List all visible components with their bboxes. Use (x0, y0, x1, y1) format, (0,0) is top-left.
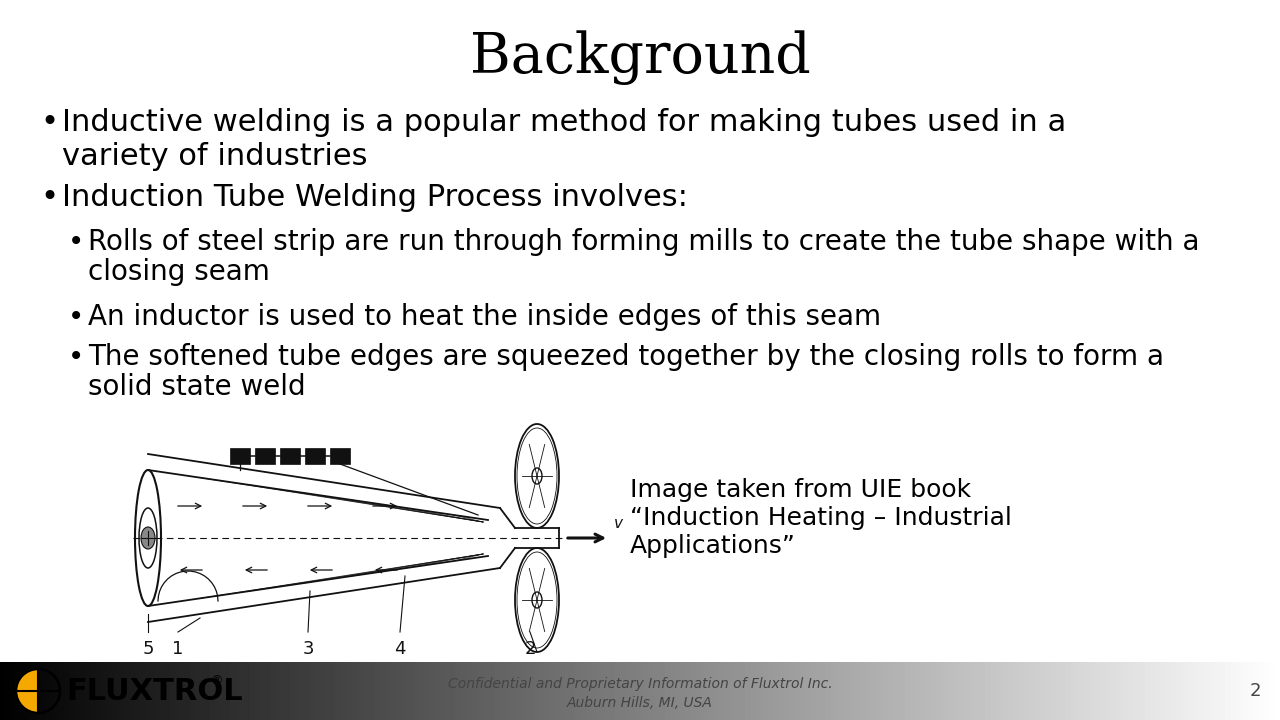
Text: •: • (68, 228, 84, 256)
Text: “Induction Heating – Industrial: “Induction Heating – Industrial (630, 506, 1012, 530)
Bar (255, 448, 275, 464)
Text: •: • (40, 183, 58, 212)
Text: 1: 1 (173, 640, 184, 658)
Text: Rolls of steel strip are run through forming mills to create the tube shape with: Rolls of steel strip are run through for… (88, 228, 1199, 256)
Text: •: • (68, 303, 84, 331)
Text: closing seam: closing seam (88, 258, 270, 286)
Text: Inductive welding is a popular method for making tubes used in a: Inductive welding is a popular method fo… (61, 108, 1066, 137)
Text: Confidential and Proprietary Information of Fluxtrol Inc.: Confidential and Proprietary Information… (448, 677, 832, 691)
Text: FLUXTROL: FLUXTROL (67, 677, 243, 706)
Text: Applications”: Applications” (630, 534, 796, 558)
Text: 2: 2 (525, 640, 536, 658)
Text: •: • (40, 108, 58, 137)
Text: Auburn Hills, MI, USA: Auburn Hills, MI, USA (567, 696, 713, 710)
Text: 4: 4 (394, 640, 406, 658)
Bar (330, 448, 349, 464)
Text: 5: 5 (142, 640, 154, 658)
Text: ®: ® (210, 675, 223, 688)
Bar (280, 448, 300, 464)
Text: v: v (614, 516, 623, 531)
Text: Induction Tube Welding Process involves:: Induction Tube Welding Process involves: (61, 183, 687, 212)
Bar (305, 448, 325, 464)
Text: An inductor is used to heat the inside edges of this seam: An inductor is used to heat the inside e… (88, 303, 881, 331)
Text: variety of industries: variety of industries (61, 142, 367, 171)
Polygon shape (17, 669, 38, 713)
Text: 2: 2 (1249, 682, 1261, 700)
Text: solid state weld: solid state weld (88, 373, 306, 401)
Ellipse shape (141, 527, 155, 549)
Text: 3: 3 (302, 640, 314, 658)
Bar (230, 448, 250, 464)
Text: Image taken from UIE book: Image taken from UIE book (630, 478, 972, 502)
Text: Background: Background (470, 30, 810, 85)
Text: •: • (68, 343, 84, 371)
Text: The softened tube edges are squeezed together by the closing rolls to form a: The softened tube edges are squeezed tog… (88, 343, 1164, 371)
